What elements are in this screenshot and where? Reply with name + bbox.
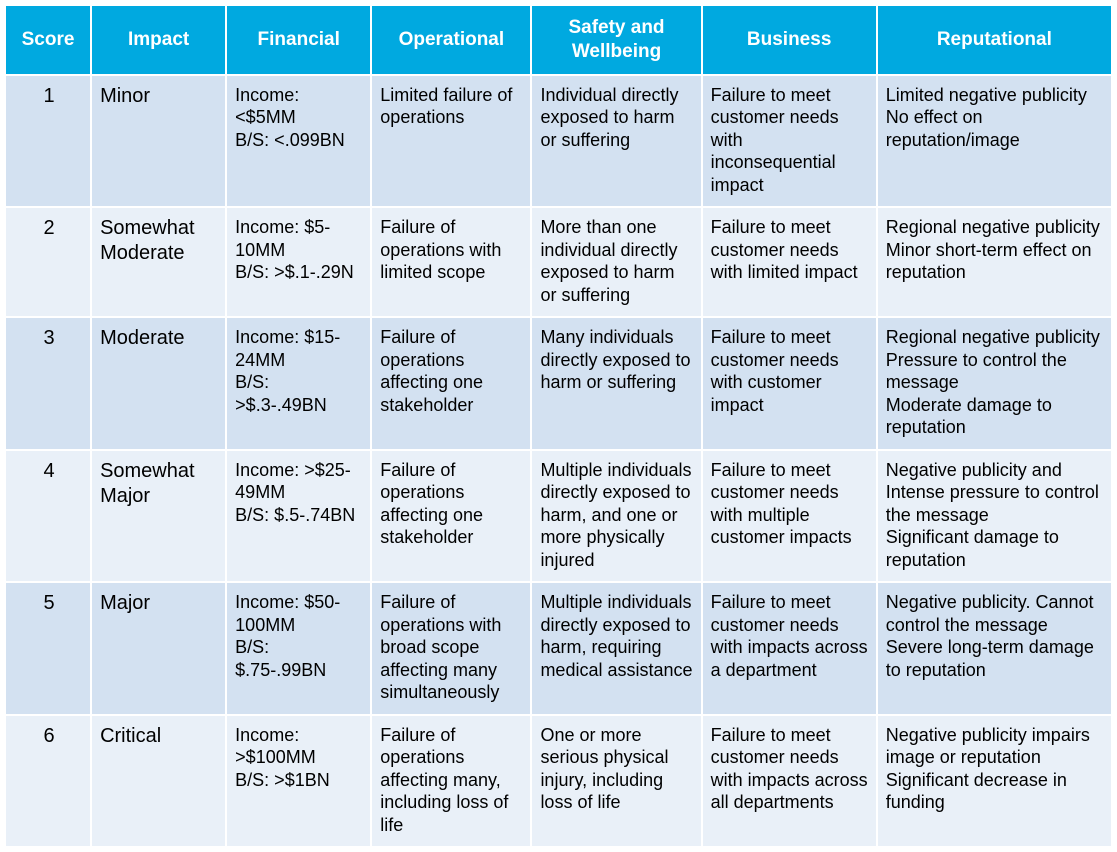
- cell-operational: Failure of operations affecting one stak…: [371, 450, 531, 583]
- financial-income: Income: $5-10MM: [235, 216, 364, 261]
- table-row: 4 Somewhat Major Income: >$25-49MM B/S: …: [5, 450, 1112, 583]
- cell-score: 3: [5, 317, 91, 450]
- financial-income: Income: $50-100MM: [235, 591, 364, 636]
- reputational-line: Significant decrease in funding: [886, 769, 1105, 814]
- financial-bs: B/S: $.5-.74BN: [235, 504, 364, 527]
- table-row: 5 Major Income: $50-100MM B/S: $.75-.99B…: [5, 582, 1112, 715]
- cell-impact: Moderate: [91, 317, 226, 450]
- cell-impact: Somewhat Major: [91, 450, 226, 583]
- reputational-line: Negative publicity. Cannot control the m…: [886, 591, 1105, 636]
- cell-safety: One or more serious physical injury, inc…: [531, 715, 701, 848]
- cell-safety: More than one individual directly expose…: [531, 207, 701, 317]
- cell-safety: Individual directly exposed to harm or s…: [531, 75, 701, 208]
- financial-bs: B/S: $.75-.99BN: [235, 636, 364, 681]
- reputational-line: Negative publicity impairs image or repu…: [886, 724, 1105, 769]
- cell-business: Failure to meet customer needs with limi…: [702, 207, 877, 317]
- cell-reputational: Negative publicity and Intense pressure …: [877, 450, 1112, 583]
- reputational-line: Minor short-term effect on reputation: [886, 239, 1105, 284]
- risk-impact-table: Score Impact Financial Operational Safet…: [4, 4, 1113, 848]
- cell-safety: Many individuals directly exposed to har…: [531, 317, 701, 450]
- col-operational: Operational: [371, 5, 531, 75]
- cell-score: 6: [5, 715, 91, 848]
- cell-reputational: Regional negative publicity Pressure to …: [877, 317, 1112, 450]
- cell-impact: Minor: [91, 75, 226, 208]
- financial-income: Income: >$100MM: [235, 724, 364, 769]
- col-impact: Impact: [91, 5, 226, 75]
- reputational-line: No effect on reputation/image: [886, 106, 1105, 151]
- cell-safety: Multiple individuals directly exposed to…: [531, 582, 701, 715]
- cell-financial: Income: $50-100MM B/S: $.75-.99BN: [226, 582, 371, 715]
- col-financial: Financial: [226, 5, 371, 75]
- financial-bs: B/S: >$.1-.29N: [235, 261, 364, 284]
- cell-financial: Income: <$5MM B/S: <.099BN: [226, 75, 371, 208]
- reputational-line: Moderate damage to reputation: [886, 394, 1105, 439]
- table-row: 1 Minor Income: <$5MM B/S: <.099BN Limit…: [5, 75, 1112, 208]
- cell-operational: Failure of operations affecting one stak…: [371, 317, 531, 450]
- col-business: Business: [702, 5, 877, 75]
- cell-business: Failure to meet customer needs with cust…: [702, 317, 877, 450]
- reputational-line: Significant damage to reputation: [886, 526, 1105, 571]
- cell-reputational: Limited negative publicity No effect on …: [877, 75, 1112, 208]
- col-reputational: Reputational: [877, 5, 1112, 75]
- cell-financial: Income: >$25-49MM B/S: $.5-.74BN: [226, 450, 371, 583]
- cell-operational: Failure of operations with limited scope: [371, 207, 531, 317]
- cell-operational: Failure of operations with broad scope a…: [371, 582, 531, 715]
- financial-income: Income: >$25-49MM: [235, 459, 364, 504]
- reputational-line: Negative publicity and Intense pressure …: [886, 459, 1105, 527]
- table-header-row: Score Impact Financial Operational Safet…: [5, 5, 1112, 75]
- cell-reputational: Negative publicity impairs image or repu…: [877, 715, 1112, 848]
- table-row: 3 Moderate Income: $15-24MM B/S: >$.3-.4…: [5, 317, 1112, 450]
- cell-score: 5: [5, 582, 91, 715]
- reputational-line: Severe long-term damage to reputation: [886, 636, 1105, 681]
- table-row: 2 Somewhat Moderate Income: $5-10MM B/S:…: [5, 207, 1112, 317]
- cell-reputational: Regional negative publicity Minor short-…: [877, 207, 1112, 317]
- cell-score: 2: [5, 207, 91, 317]
- table-row: 6 Critical Income: >$100MM B/S: >$1BN Fa…: [5, 715, 1112, 848]
- cell-impact: Somewhat Moderate: [91, 207, 226, 317]
- cell-score: 4: [5, 450, 91, 583]
- cell-business: Failure to meet customer needs with impa…: [702, 582, 877, 715]
- financial-bs: B/S: >$.3-.49BN: [235, 371, 364, 416]
- cell-financial: Income: >$100MM B/S: >$1BN: [226, 715, 371, 848]
- cell-safety: Multiple individuals directly exposed to…: [531, 450, 701, 583]
- cell-impact: Critical: [91, 715, 226, 848]
- cell-operational: Limited failure of operations: [371, 75, 531, 208]
- cell-impact: Major: [91, 582, 226, 715]
- cell-business: Failure to meet customer needs with mult…: [702, 450, 877, 583]
- financial-bs: B/S: <.099BN: [235, 129, 364, 152]
- cell-business: Failure to meet customer needs with inco…: [702, 75, 877, 208]
- financial-income: Income: $15-24MM: [235, 326, 364, 371]
- financial-bs: B/S: >$1BN: [235, 769, 364, 792]
- cell-score: 1: [5, 75, 91, 208]
- reputational-line: Limited negative publicity: [886, 84, 1105, 107]
- cell-reputational: Negative publicity. Cannot control the m…: [877, 582, 1112, 715]
- cell-operational: Failure of operations affecting many, in…: [371, 715, 531, 848]
- col-score: Score: [5, 5, 91, 75]
- reputational-line: Regional negative publicity: [886, 326, 1105, 349]
- cell-financial: Income: $15-24MM B/S: >$.3-.49BN: [226, 317, 371, 450]
- cell-business: Failure to meet customer needs with impa…: [702, 715, 877, 848]
- col-safety: Safety and Wellbeing: [531, 5, 701, 75]
- reputational-line: Pressure to control the message: [886, 349, 1105, 394]
- financial-income: Income: <$5MM: [235, 84, 364, 129]
- cell-financial: Income: $5-10MM B/S: >$.1-.29N: [226, 207, 371, 317]
- reputational-line: Regional negative publicity: [886, 216, 1105, 239]
